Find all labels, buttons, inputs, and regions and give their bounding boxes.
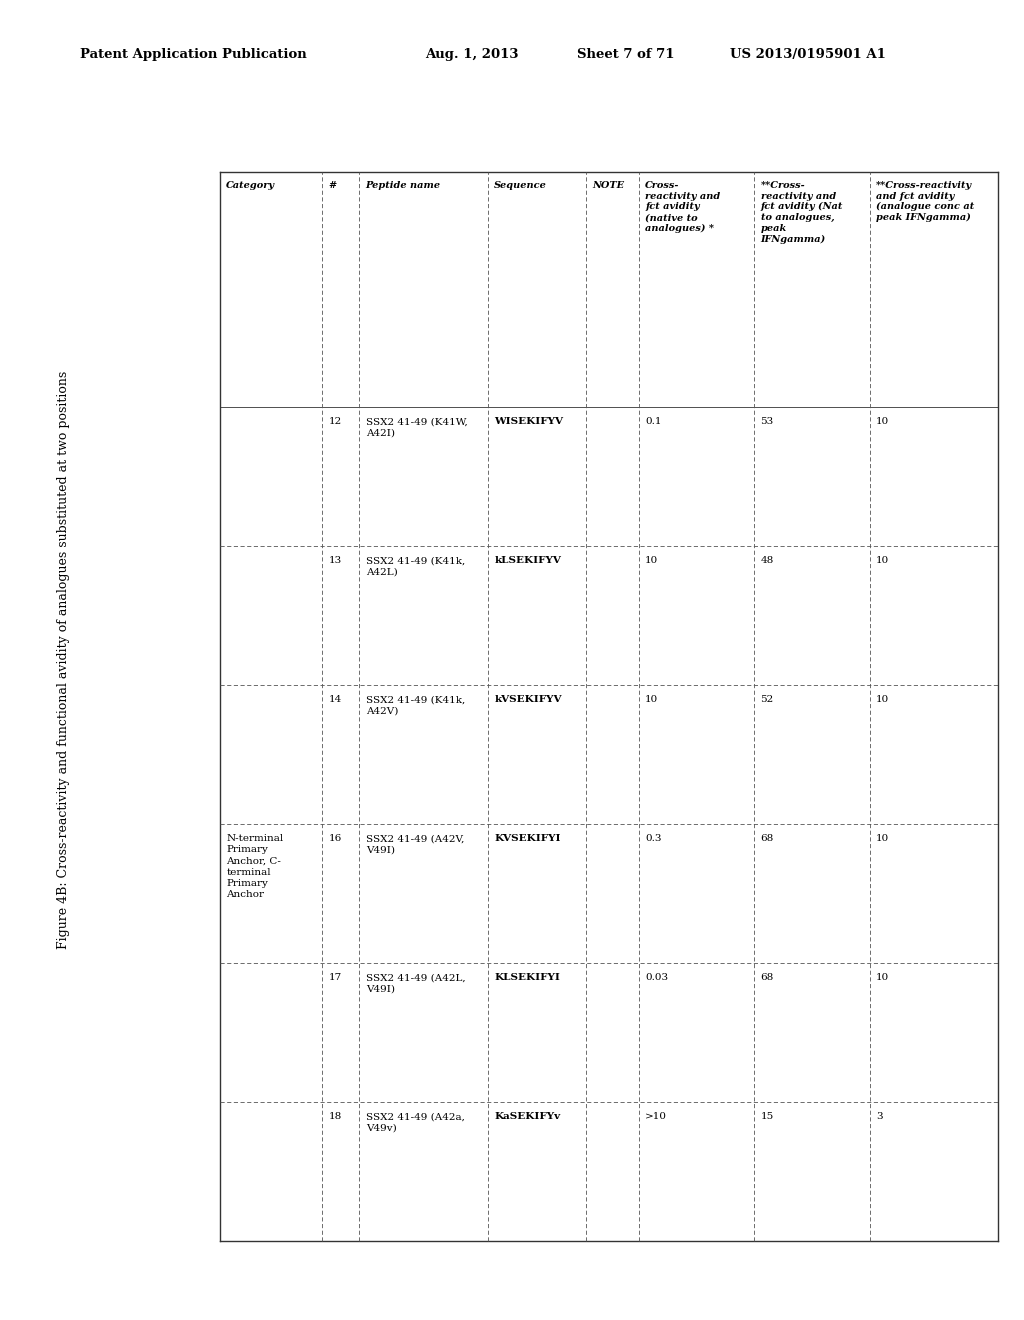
Text: SSX2 41-49 (K41k,
A42V): SSX2 41-49 (K41k, A42V) bbox=[366, 696, 465, 715]
Text: 16: 16 bbox=[329, 834, 342, 843]
Text: 10: 10 bbox=[876, 973, 889, 982]
Text: Aug. 1, 2013: Aug. 1, 2013 bbox=[425, 48, 518, 61]
Text: SSX2 41-49 (A42L,
V49I): SSX2 41-49 (A42L, V49I) bbox=[366, 973, 465, 994]
Text: SSX2 41-49 (K41W,
A42I): SSX2 41-49 (K41W, A42I) bbox=[366, 417, 467, 437]
Text: **Cross-
reactivity and
fct avidity (Nat
to analogues,
peak
IFNgamma): **Cross- reactivity and fct avidity (Nat… bbox=[761, 181, 843, 244]
Text: #: # bbox=[329, 181, 337, 190]
Text: 18: 18 bbox=[329, 1113, 342, 1122]
Text: 10: 10 bbox=[645, 557, 658, 565]
Text: 68: 68 bbox=[761, 973, 774, 982]
Text: Sequence: Sequence bbox=[495, 181, 547, 190]
Text: Cross-
reactivity and
fct avidity
(native to
analogues) *: Cross- reactivity and fct avidity (nativ… bbox=[645, 181, 721, 234]
Text: 17: 17 bbox=[329, 973, 342, 982]
Text: WISEKIFYV: WISEKIFYV bbox=[495, 417, 563, 426]
Text: **Cross-reactivity
and fct avidity
(analogue conc at
peak IFNgamma): **Cross-reactivity and fct avidity (anal… bbox=[876, 181, 974, 222]
Text: 14: 14 bbox=[329, 696, 342, 705]
Text: kLSEKIFYV: kLSEKIFYV bbox=[495, 557, 561, 565]
Text: 10: 10 bbox=[876, 557, 889, 565]
Text: N-terminal
Primary
Anchor, C-
terminal
Primary
Anchor: N-terminal Primary Anchor, C- terminal P… bbox=[226, 834, 284, 899]
Text: SSX2 41-49 (K41k,
A42L): SSX2 41-49 (K41k, A42L) bbox=[366, 557, 465, 577]
Text: 52: 52 bbox=[761, 696, 774, 705]
Text: SSX2 41-49 (A42a,
V49v): SSX2 41-49 (A42a, V49v) bbox=[366, 1113, 465, 1133]
Text: 53: 53 bbox=[761, 417, 774, 426]
Text: Peptide name: Peptide name bbox=[366, 181, 440, 190]
Text: 13: 13 bbox=[329, 557, 342, 565]
Text: 0.03: 0.03 bbox=[645, 973, 669, 982]
Text: 10: 10 bbox=[876, 834, 889, 843]
Text: 10: 10 bbox=[876, 696, 889, 705]
Text: kVSEKIFYV: kVSEKIFYV bbox=[495, 696, 562, 705]
Text: 15: 15 bbox=[761, 1113, 774, 1122]
Text: NOTE: NOTE bbox=[592, 181, 624, 190]
Text: KLSEKIFYI: KLSEKIFYI bbox=[495, 973, 560, 982]
Text: 3: 3 bbox=[876, 1113, 883, 1122]
Text: Sheet 7 of 71: Sheet 7 of 71 bbox=[577, 48, 674, 61]
Text: 10: 10 bbox=[645, 696, 658, 705]
Text: KVSEKIFYI: KVSEKIFYI bbox=[495, 834, 561, 843]
Text: SSX2 41-49 (A42V,
V49I): SSX2 41-49 (A42V, V49I) bbox=[366, 834, 464, 854]
Text: 0.1: 0.1 bbox=[645, 417, 662, 426]
Text: 48: 48 bbox=[761, 557, 774, 565]
Text: 68: 68 bbox=[761, 834, 774, 843]
Text: 0.3: 0.3 bbox=[645, 834, 662, 843]
Text: 10: 10 bbox=[876, 417, 889, 426]
Text: Patent Application Publication: Patent Application Publication bbox=[80, 48, 306, 61]
Text: Category: Category bbox=[226, 181, 275, 190]
Text: KaSEKIFYv: KaSEKIFYv bbox=[495, 1113, 560, 1122]
Text: 12: 12 bbox=[329, 417, 342, 426]
Text: >10: >10 bbox=[645, 1113, 668, 1122]
Text: US 2013/0195901 A1: US 2013/0195901 A1 bbox=[730, 48, 886, 61]
Text: Figure 4B: Cross-reactivity and functional avidity of analogues substituted at t: Figure 4B: Cross-reactivity and function… bbox=[57, 371, 70, 949]
